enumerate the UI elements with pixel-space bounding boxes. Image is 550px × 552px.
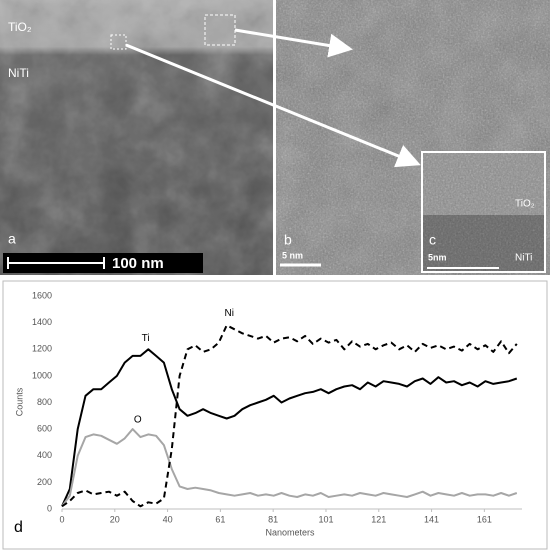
x-axis-title: Nanometers xyxy=(265,527,315,537)
y-tick-label: 1200 xyxy=(32,344,52,354)
x-tick-label: 161 xyxy=(477,514,492,524)
x-tick-label: 61 xyxy=(215,514,225,524)
x-tick-label: 0 xyxy=(59,514,64,524)
scale-label: 5 nm xyxy=(282,250,303,260)
arrow xyxy=(125,43,421,168)
panel-a: TiO₂ NiTi a 100 nm xyxy=(0,0,273,275)
series-label: Ni xyxy=(225,308,234,319)
x-tick-label: 81 xyxy=(268,514,278,524)
y-tick-label: 1600 xyxy=(32,290,52,300)
y-tick-label: 800 xyxy=(37,397,52,407)
series-label: Ti xyxy=(142,333,150,344)
scale-label: 100 nm xyxy=(112,255,164,272)
layer-label: NiTi xyxy=(515,253,532,264)
panel-label: b xyxy=(284,232,292,248)
series-line xyxy=(61,324,518,508)
scale-label: 5nm xyxy=(428,252,447,262)
y-tick-label: 200 xyxy=(37,477,52,487)
y-tick-label: 0 xyxy=(47,503,52,513)
x-tick-label: 20 xyxy=(110,514,120,524)
series-label: O xyxy=(134,414,142,425)
chart-frame xyxy=(2,280,548,550)
x-tick-label: 141 xyxy=(424,514,439,524)
layer-label: TiO₂ xyxy=(515,199,535,210)
y-tick-label: 1000 xyxy=(32,370,52,380)
panel-label: d xyxy=(14,519,23,536)
x-tick-label: 121 xyxy=(371,514,386,524)
y-axis-title: Counts xyxy=(14,387,24,416)
y-tick-label: 600 xyxy=(37,424,52,434)
series-line xyxy=(61,428,518,507)
panel-c: TiO₂ NiTi c 5nm xyxy=(421,151,546,273)
panel-label: c xyxy=(429,232,436,248)
layer-label: NiTi xyxy=(8,66,29,80)
arrow xyxy=(234,28,353,58)
plot: 0 200 400 600 800 1000 1200 1400 1600 0 20 40 61 81 10… xyxy=(32,290,522,524)
x-tick-label: 101 xyxy=(318,514,333,524)
y-tick-label: 1400 xyxy=(32,317,52,327)
y-tick-label: 400 xyxy=(37,450,52,460)
series-line xyxy=(61,348,518,507)
x-tick-label: 40 xyxy=(163,514,173,524)
panel-label: a xyxy=(8,231,16,247)
layer-label: TiO₂ xyxy=(8,20,32,34)
